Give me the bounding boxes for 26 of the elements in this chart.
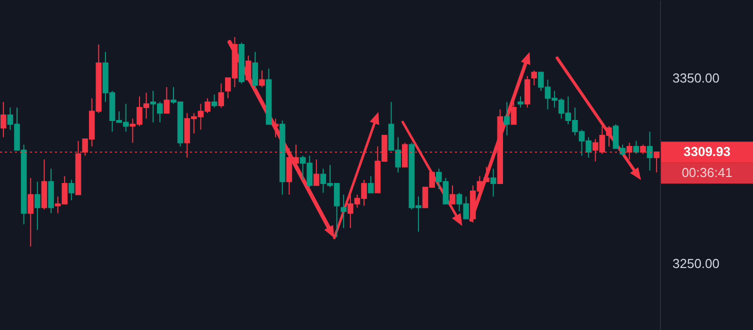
candlestick: [518, 96, 524, 108]
candlestick: [259, 70, 265, 88]
candlestick: [245, 55, 252, 82]
y-tick-label: 3250.00: [672, 256, 720, 271]
candlestick: [531, 70, 538, 86]
candlestick: [164, 86, 170, 114]
candlestick: [504, 101, 510, 136]
candlestick: [450, 184, 456, 204]
candlestick: [0, 101, 6, 138]
candlestick: [68, 179, 74, 201]
candlestick: [272, 118, 278, 138]
candlestick: [28, 177, 34, 248]
candlestick: [340, 194, 347, 229]
candlestick: [218, 82, 224, 108]
ref-line-label: 3309.93: [684, 144, 730, 160]
text: 00:36:41: [682, 165, 732, 180]
candlestick: [211, 94, 218, 108]
y-tick-label: 3350.00: [672, 70, 720, 86]
candlestick: [646, 131, 653, 172]
candlestick: [633, 140, 640, 154]
candlestick: [510, 101, 517, 125]
candlestick: [252, 51, 258, 90]
candlestick: [313, 158, 320, 186]
candlestick: [368, 176, 374, 194]
candlestick: [34, 181, 40, 230]
candlestick: [490, 168, 496, 198]
